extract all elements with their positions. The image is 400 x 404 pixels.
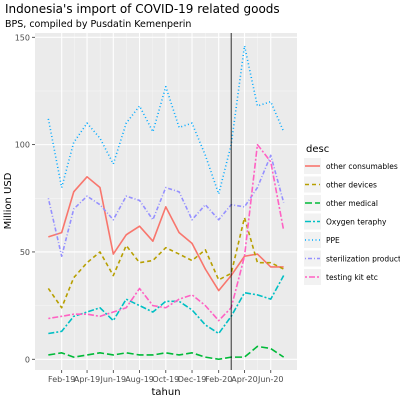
legend-label: sterilization product (326, 255, 400, 264)
legend-title: desc (306, 144, 329, 155)
x-tick-label: Feb-20 (205, 375, 232, 384)
y-tick-label: 100 (15, 141, 30, 150)
x-tick-label: Dec-19 (178, 375, 207, 384)
series-line-testing-kit-etc (48, 143, 285, 322)
y-tick-label: 0 (25, 355, 30, 364)
y-axis-label: Million USD (3, 172, 14, 229)
y-tick-label: 150 (15, 33, 30, 42)
legend-label: other medical (326, 199, 378, 208)
x-tick-label: Jun-20 (257, 375, 284, 384)
legend-items: other consumables other devices other medi… (304, 158, 400, 285)
x-tick-label: Apr-20 (231, 375, 257, 384)
series-line-other-devices (47, 216, 285, 309)
x-tick-label: Apr-19 (74, 375, 100, 384)
legend-key-bg (304, 195, 321, 211)
legend-key-bg (304, 250, 321, 267)
legend-label: Oxygen teraphy (326, 218, 387, 227)
legend-label: other devices (326, 181, 377, 190)
legend-label: testing kit etc (326, 273, 378, 282)
chart-subtitle: BPS, compiled by Pusdatin Kemenperin (5, 19, 191, 30)
x-tick-label: Jun-19 (100, 375, 127, 384)
series-line-sterilization-product (47, 154, 285, 258)
legend-label: other consumables (326, 162, 398, 171)
legend-label: PPE (326, 236, 340, 245)
chart-title: Indonesia's import of COVID-19 related g… (5, 2, 280, 16)
y-tick-label: 50 (20, 248, 30, 257)
x-tick-label: Feb-19 (48, 375, 75, 384)
x-tick-label: Oct-19 (152, 375, 179, 384)
x-tick-label: Aug-19 (125, 375, 154, 384)
series-line-other-consumables (48, 176, 284, 292)
series-line-ppe (47, 45, 285, 195)
grid-minor (35, 33, 297, 370)
x-axis-label: tahun (151, 387, 180, 398)
legend-key-bg (304, 213, 321, 230)
series-layer (47, 45, 285, 361)
